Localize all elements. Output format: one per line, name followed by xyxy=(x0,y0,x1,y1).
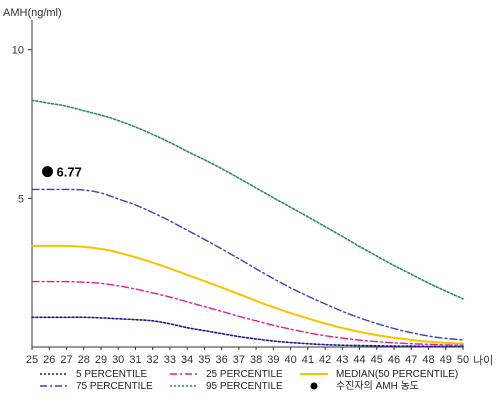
x-tick-label: 40 xyxy=(284,354,296,366)
legend-label-2: MEDIAN(50 PERCENTILE) xyxy=(336,369,458,380)
patient-point xyxy=(42,166,54,178)
y-tick-label: 5 xyxy=(18,193,24,205)
legend-label-1: 25 PERCENTILE xyxy=(206,369,283,380)
x-tick-label: 35 xyxy=(198,354,210,366)
x-tick-label: 42 xyxy=(319,354,331,366)
x-tick-label: 38 xyxy=(250,354,262,366)
legend-label-patient: 수진자의 AMH 농도 xyxy=(336,380,419,392)
legend-label-0: 5 PERCENTILE xyxy=(76,369,147,380)
legend-label-3: 75 PERCENTILE xyxy=(76,381,153,392)
x-tick-label: 32 xyxy=(147,354,159,366)
patient-marker-group: 6.77 xyxy=(42,165,82,180)
series-lines xyxy=(31,99,464,348)
series-line-1 xyxy=(31,280,464,346)
y-tick-label: 10 xyxy=(12,45,24,57)
legend-swatch-patient xyxy=(310,382,318,390)
x-tick-label: 46 xyxy=(388,354,400,366)
x-tick-label: 36 xyxy=(216,354,228,366)
x-tick-label: 33 xyxy=(164,354,176,366)
x-tick-label: 45 xyxy=(371,354,383,366)
x-tick-label: 48 xyxy=(422,354,434,366)
legend: 5 PERCENTILE 25 PERCENTILE MEDIAN(50 PERCE… xyxy=(40,369,458,392)
x-tick-label: 28 xyxy=(78,354,90,366)
x-tick-label: 26 xyxy=(43,354,55,366)
series-line-2 xyxy=(31,244,464,345)
x-tick-label: 31 xyxy=(129,354,141,366)
patient-value-label: 6.77 xyxy=(57,165,82,180)
x-tick-label: 37 xyxy=(233,354,245,366)
series-line-4 xyxy=(31,99,464,300)
x-tick-label: 50 xyxy=(457,354,469,366)
series-line-0 xyxy=(31,316,464,348)
legend-label-4: 95 PERCENTILE xyxy=(206,381,283,392)
x-tick-label: 39 xyxy=(267,354,279,366)
x-tick-label: 49 xyxy=(440,354,452,366)
axes: AMH(ng/ml) 나이 5 10 25 26 27 28 29 30 31 32 33 34 35 3… xyxy=(3,7,493,367)
x-axis-title: 나이 xyxy=(473,354,493,367)
series-line-3 xyxy=(31,188,464,341)
y-axis-title: AMH(ng/ml) xyxy=(3,7,62,19)
x-tick-label: 44 xyxy=(353,354,365,366)
x-tick-label: 25 xyxy=(26,354,38,366)
x-tick-label: 30 xyxy=(112,354,124,366)
x-tick-label: 41 xyxy=(302,354,314,366)
x-tick-label: 34 xyxy=(181,354,193,366)
x-tick-label: 47 xyxy=(405,354,417,366)
x-tick-label: 29 xyxy=(95,354,107,366)
x-tick-label: 43 xyxy=(336,354,348,366)
x-tick-label: 27 xyxy=(60,354,72,366)
